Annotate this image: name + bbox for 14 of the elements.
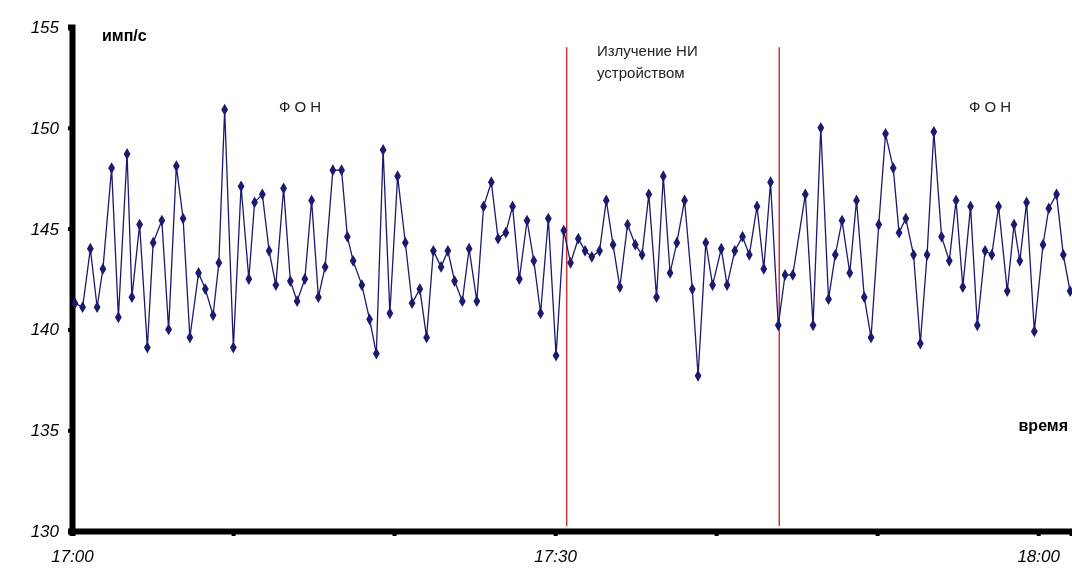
annotation: Излучение НИ устройством (597, 42, 698, 81)
y-tick-label: 140 (30, 320, 60, 340)
x-axis-title: время (1018, 417, 1068, 434)
y-axis-title: имп/с (102, 27, 147, 44)
y-tick-label: 145 (30, 219, 60, 239)
y-tick-label: 135 (30, 421, 60, 441)
x-tick-label: 17:00 (51, 547, 95, 567)
annotation: Ф О Н (968, 98, 1012, 115)
y-tick-label: 155 (30, 17, 60, 37)
x-tick-label: 18:00 (1017, 547, 1061, 567)
annotation: Ф О Н (278, 98, 322, 115)
y-tick-label: 130 (30, 521, 60, 541)
x-tick-label: 17:30 (534, 547, 578, 567)
y-tick-label: 150 (30, 118, 60, 138)
